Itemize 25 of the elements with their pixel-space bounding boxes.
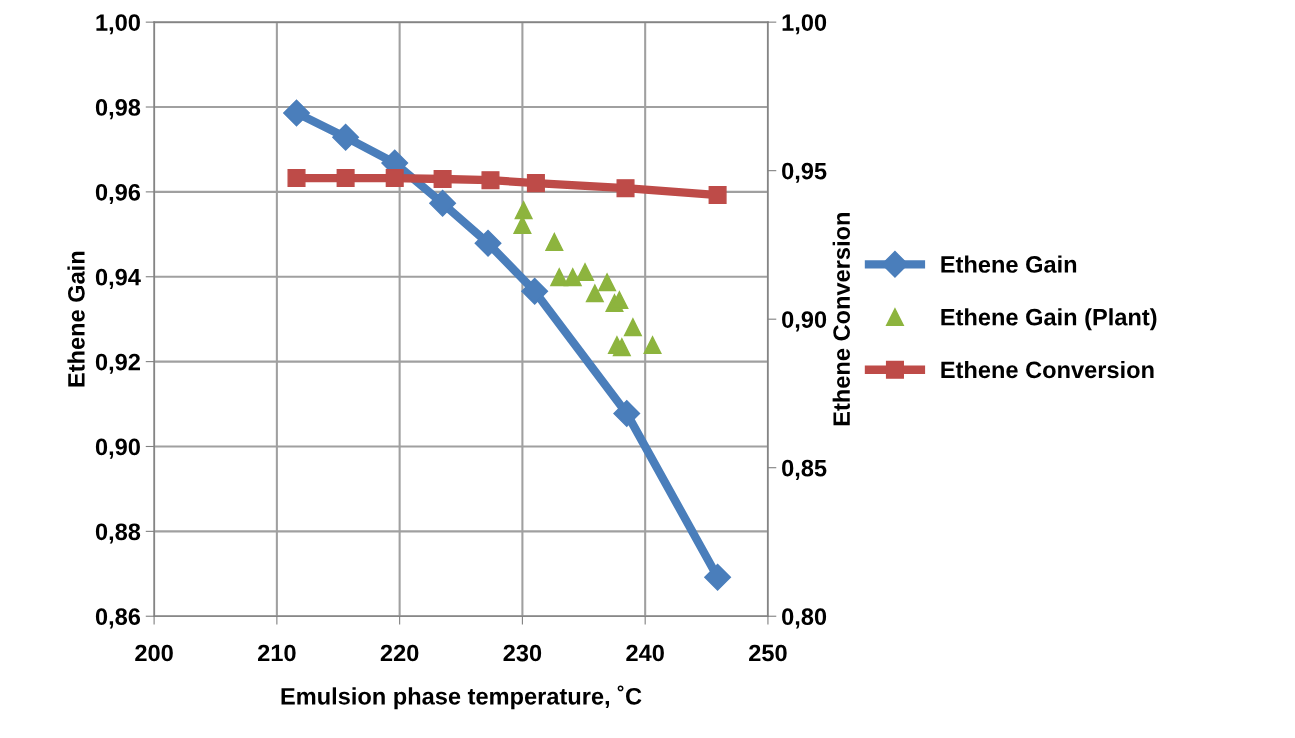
x-tick-label: 240 bbox=[626, 644, 664, 662]
x-tick-label: 250 bbox=[749, 644, 787, 662]
y-tick-label: 0,90 bbox=[95, 438, 140, 459]
y2-tick-label: 0,95 bbox=[782, 162, 827, 183]
x-tick-label: 200 bbox=[135, 644, 173, 662]
y2-tick-label: 1,00 bbox=[782, 14, 827, 35]
y2-tick-label: 0,80 bbox=[782, 608, 827, 629]
x-tick-label: 230 bbox=[503, 644, 542, 662]
legend-label: Ethene Conversion bbox=[941, 360, 1154, 379]
x-tick-label: 210 bbox=[258, 644, 296, 662]
y-tick-label: 1,00 bbox=[96, 14, 140, 35]
legend-label: Ethene Gain bbox=[941, 255, 1077, 273]
y-tick-label: 0,92 bbox=[95, 353, 140, 374]
y-tick-label: 0,88 bbox=[95, 523, 141, 544]
y-tick-label: 0,94 bbox=[95, 268, 141, 289]
x-tick-label: 220 bbox=[380, 644, 419, 662]
y-axis-title: Ethene Gain bbox=[67, 251, 85, 387]
y2-axis-title: Ethene Conversion bbox=[832, 213, 850, 426]
legend-label: Ethene Gain (Plant) bbox=[941, 308, 1157, 331]
x-axis-title: Emulsion phase temperature, ˚C bbox=[281, 685, 642, 710]
y2-tick-label: 0,90 bbox=[782, 311, 827, 332]
y2-tick-label: 0,85 bbox=[782, 459, 827, 480]
y-tick-label: 0,86 bbox=[95, 608, 141, 629]
y-tick-label: 0,96 bbox=[95, 183, 141, 205]
y-tick-label: 0,98 bbox=[95, 99, 141, 120]
